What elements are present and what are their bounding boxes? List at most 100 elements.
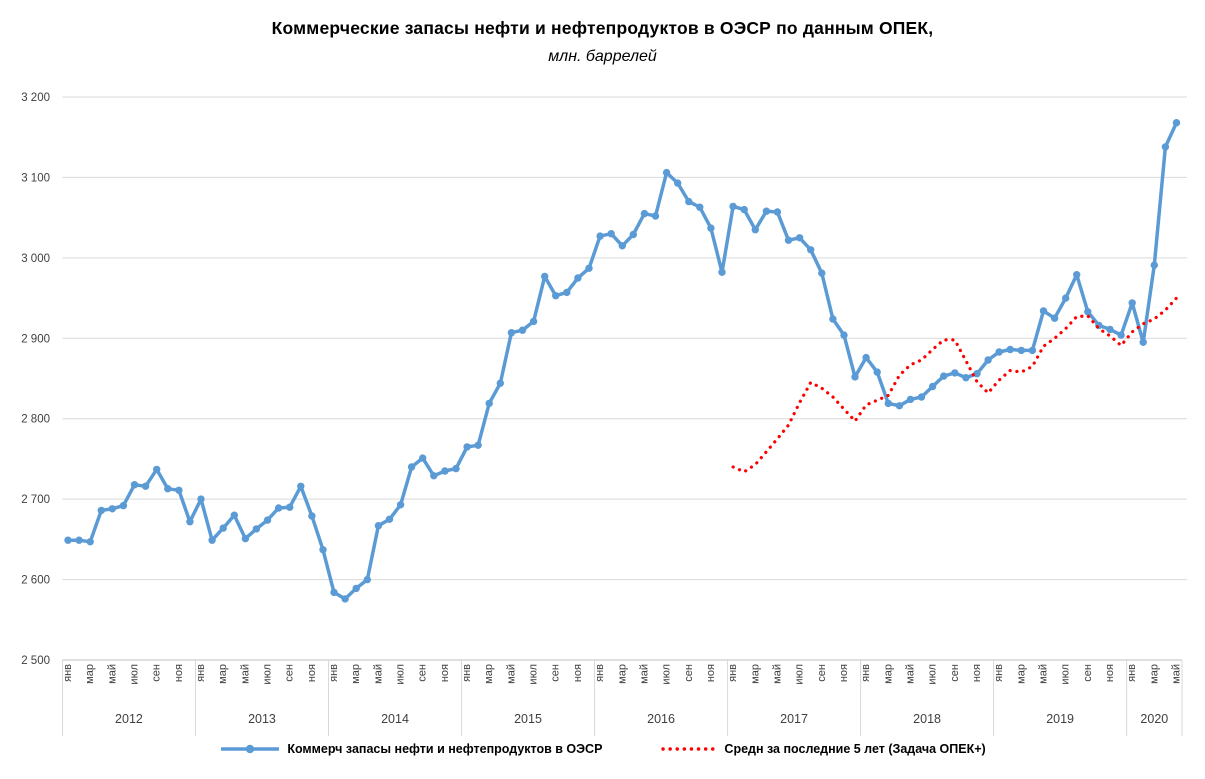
- legend-item-average[interactable]: Средн за последние 5 лет (Задача ОПЕК+): [660, 742, 986, 756]
- stocks-series-marker[interactable]: [962, 374, 970, 382]
- stocks-series-marker[interactable]: [374, 522, 383, 530]
- stocks-series-marker[interactable]: [119, 501, 128, 510]
- stocks-series-marker[interactable]: [308, 512, 316, 520]
- stocks-series-marker[interactable]: [552, 292, 560, 300]
- stocks-series-marker[interactable]: [951, 369, 959, 377]
- stocks-series-marker[interactable]: [685, 197, 693, 206]
- stocks-series-marker[interactable]: [1084, 308, 1092, 316]
- stocks-series-marker[interactable]: [352, 584, 360, 593]
- stocks-series-marker[interactable]: [485, 399, 493, 408]
- stocks-series-marker[interactable]: [197, 495, 205, 503]
- stocks-series-marker[interactable]: [430, 472, 438, 480]
- stocks-series-marker[interactable]: [130, 481, 139, 489]
- stocks-series-line[interactable]: [66, 120, 1179, 601]
- stocks-series-marker[interactable]: [651, 212, 660, 220]
- stocks-series-marker[interactable]: [629, 230, 637, 239]
- stocks-series-marker[interactable]: [175, 486, 183, 494]
- stocks-series-marker[interactable]: [396, 501, 405, 509]
- stocks-series-marker[interactable]: [452, 464, 460, 473]
- stocks-series-marker[interactable]: [441, 467, 449, 475]
- stocks-series-marker[interactable]: [1062, 294, 1070, 302]
- legend-item-stocks[interactable]: Коммерч запасы нефти и нефтепродуктов в …: [219, 742, 602, 756]
- stocks-series-marker[interactable]: [86, 538, 94, 546]
- stocks-series-marker[interactable]: [818, 269, 826, 277]
- stocks-series-marker[interactable]: [585, 264, 593, 272]
- stocks-series-marker[interactable]: [773, 208, 782, 216]
- stocks-series-marker[interactable]: [574, 274, 582, 282]
- stocks-series-marker[interactable]: [840, 331, 848, 339]
- stocks-series-marker[interactable]: [596, 232, 604, 240]
- stocks-series-marker[interactable]: [1128, 299, 1136, 307]
- stocks-series-marker[interactable]: [829, 315, 837, 323]
- stocks-series-marker[interactable]: [363, 575, 371, 584]
- stocks-series-marker[interactable]: [263, 516, 272, 524]
- stocks-series-marker[interactable]: [274, 504, 283, 512]
- stocks-series-marker[interactable]: [751, 226, 759, 234]
- stocks-series-marker[interactable]: [496, 379, 504, 387]
- stocks-series-marker[interactable]: [75, 536, 83, 544]
- stocks-series-marker[interactable]: [407, 463, 416, 471]
- stocks-series-marker[interactable]: [729, 202, 737, 211]
- stocks-series-marker[interactable]: [529, 317, 538, 326]
- stocks-series-marker[interactable]: [917, 393, 926, 401]
- stocks-series-marker[interactable]: [640, 209, 649, 218]
- stocks-series-marker[interactable]: [230, 511, 238, 519]
- stocks-series-marker[interactable]: [541, 272, 549, 281]
- stocks-series-marker[interactable]: [973, 370, 981, 378]
- stocks-series-marker[interactable]: [851, 373, 859, 381]
- stocks-series-marker[interactable]: [662, 168, 671, 177]
- stocks-series-marker[interactable]: [1172, 119, 1181, 127]
- stocks-series-marker[interactable]: [419, 454, 427, 462]
- stocks-series-marker[interactable]: [607, 230, 615, 238]
- stocks-series-marker[interactable]: [507, 329, 516, 337]
- stocks-series-marker[interactable]: [297, 482, 305, 490]
- stocks-series-marker[interactable]: [862, 353, 870, 362]
- stocks-series-marker[interactable]: [940, 372, 948, 380]
- stocks-series-marker[interactable]: [64, 536, 72, 544]
- stocks-series-marker[interactable]: [807, 246, 815, 254]
- stocks-series-marker[interactable]: [1028, 346, 1037, 355]
- stocks-series-marker[interactable]: [164, 485, 172, 493]
- stocks-series-marker[interactable]: [153, 465, 161, 474]
- stocks-series-marker[interactable]: [252, 525, 261, 533]
- stocks-series-marker[interactable]: [1106, 325, 1114, 334]
- chart-plot-area[interactable]: 2 500 2 600 2 700 2 800 2 900 3 000 3 100 3 200…: [0, 0, 1205, 740]
- stocks-series-marker[interactable]: [286, 503, 294, 511]
- stocks-series-marker[interactable]: [696, 203, 704, 211]
- stocks-series-marker[interactable]: [97, 506, 106, 515]
- stocks-series-marker[interactable]: [984, 356, 992, 364]
- stocks-series-marker[interactable]: [319, 546, 327, 554]
- stocks-series-marker[interactable]: [928, 382, 937, 391]
- average-series-line[interactable]: [731, 296, 1179, 474]
- stocks-series-marker[interactable]: [674, 179, 682, 187]
- stocks-series-marker[interactable]: [563, 288, 571, 297]
- stocks-series-marker[interactable]: [241, 534, 250, 543]
- stocks-series-marker[interactable]: [795, 234, 804, 242]
- stocks-series-marker[interactable]: [1039, 307, 1048, 315]
- stocks-series-marker[interactable]: [1139, 338, 1147, 346]
- stocks-series-marker[interactable]: [1073, 271, 1081, 279]
- stocks-series-marker[interactable]: [618, 242, 626, 250]
- stocks-series-marker[interactable]: [740, 205, 748, 214]
- stocks-series-marker[interactable]: [762, 207, 771, 215]
- stocks-series-marker[interactable]: [141, 482, 150, 490]
- stocks-series-marker[interactable]: [463, 443, 471, 451]
- stocks-series-marker[interactable]: [884, 399, 892, 408]
- stocks-series-marker[interactable]: [1050, 314, 1059, 322]
- stocks-series-marker[interactable]: [186, 518, 194, 526]
- stocks-series-marker[interactable]: [518, 326, 527, 334]
- stocks-series-marker[interactable]: [108, 505, 117, 513]
- stocks-series-marker[interactable]: [1006, 345, 1014, 354]
- stocks-series-marker[interactable]: [385, 515, 394, 523]
- stocks-series-marker[interactable]: [1017, 346, 1025, 355]
- stocks-series-marker[interactable]: [330, 588, 338, 597]
- stocks-series-marker[interactable]: [906, 395, 915, 404]
- stocks-series-marker[interactable]: [718, 268, 726, 276]
- stocks-series-marker[interactable]: [1150, 261, 1159, 269]
- stocks-series-marker[interactable]: [474, 441, 482, 449]
- stocks-series-marker[interactable]: [219, 524, 227, 532]
- stocks-series-marker[interactable]: [873, 368, 881, 376]
- stocks-series-marker[interactable]: [784, 236, 793, 244]
- stocks-series-marker[interactable]: [707, 224, 715, 232]
- stocks-series-marker[interactable]: [995, 348, 1003, 356]
